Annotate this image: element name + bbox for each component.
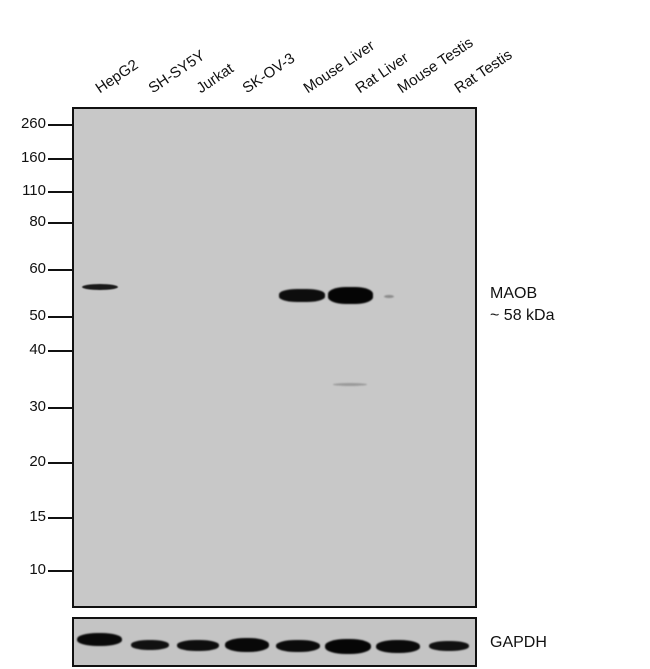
maob-blot-panel	[72, 107, 477, 608]
mw-label-50: 50	[29, 307, 46, 324]
mw-tick-10	[48, 570, 72, 572]
band-mouse-testis	[384, 295, 394, 298]
mw-label-110: 110	[22, 182, 46, 199]
mw-tick-20	[48, 462, 72, 464]
mw-tick-60	[48, 269, 72, 271]
band-nonspecific	[333, 383, 367, 386]
mw-tick-260	[48, 124, 72, 126]
mw-label-20: 20	[29, 453, 46, 470]
gapdh-band-hepg2	[77, 633, 122, 646]
gapdh-band-rat-liver	[325, 639, 371, 654]
mw-label-30: 30	[29, 398, 46, 415]
lane-label-hepg2: HepG2	[92, 56, 142, 97]
gapdh-band-sh-sy5y	[131, 640, 169, 650]
loading-control-label: GAPDH	[490, 634, 547, 651]
mw-label-80: 80	[29, 213, 46, 230]
gapdh-band-rat-testis	[429, 641, 469, 651]
mw-tick-160	[48, 158, 72, 160]
mw-tick-30	[48, 407, 72, 409]
band-hepg2	[82, 284, 118, 290]
mw-label-40: 40	[29, 341, 46, 358]
lane-label-sk-ov-3: SK-OV-3	[239, 49, 299, 97]
band-rat-liver	[328, 287, 373, 304]
mw-label-10: 10	[29, 561, 46, 578]
mw-label-15: 15	[29, 508, 46, 525]
mw-label-60: 60	[29, 260, 46, 277]
target-name-label: MAOB	[490, 285, 538, 302]
mw-tick-110	[48, 191, 72, 193]
mw-tick-80	[48, 222, 72, 224]
gapdh-band-jurkat	[177, 640, 219, 651]
mw-tick-50	[48, 316, 72, 318]
gapdh-band-sk-ov-3	[225, 638, 269, 652]
gapdh-band-mouse-liver	[276, 640, 320, 652]
band-mouse-liver	[279, 289, 325, 302]
gapdh-band-mouse-testis	[376, 640, 420, 653]
mw-tick-40	[48, 350, 72, 352]
mw-label-160: 160	[20, 149, 46, 166]
mw-tick-15	[48, 517, 72, 519]
gapdh-blot-panel	[72, 617, 477, 667]
mw-label-260: 260	[20, 115, 46, 132]
target-size-label: ~ 58 kDa	[490, 307, 555, 324]
